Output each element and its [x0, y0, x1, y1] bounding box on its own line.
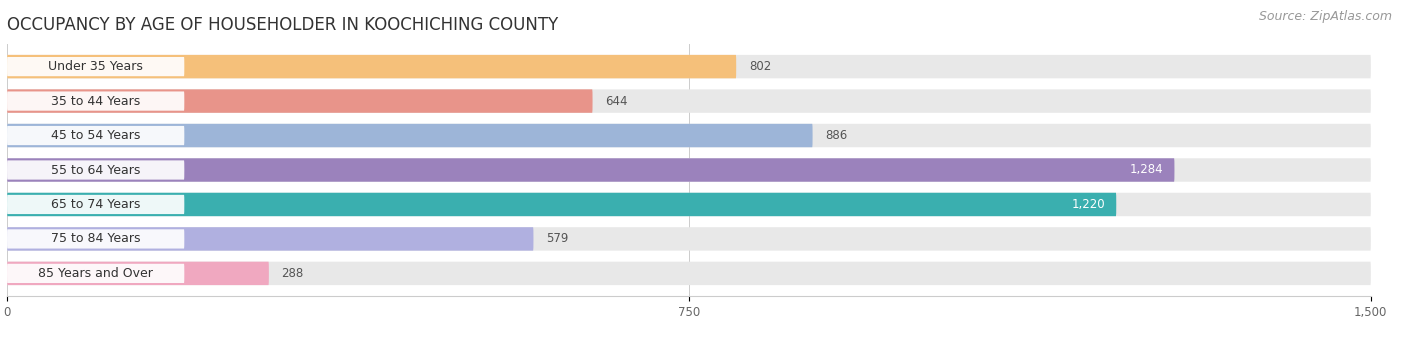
FancyBboxPatch shape: [7, 91, 184, 111]
FancyBboxPatch shape: [7, 124, 813, 147]
Text: 65 to 74 Years: 65 to 74 Years: [51, 198, 141, 211]
Text: 886: 886: [825, 129, 848, 142]
Text: Under 35 Years: Under 35 Years: [48, 60, 143, 73]
FancyBboxPatch shape: [7, 193, 1371, 216]
FancyBboxPatch shape: [7, 264, 184, 283]
Text: OCCUPANCY BY AGE OF HOUSEHOLDER IN KOOCHICHING COUNTY: OCCUPANCY BY AGE OF HOUSEHOLDER IN KOOCH…: [7, 16, 558, 34]
Text: 85 Years and Over: 85 Years and Over: [38, 267, 153, 280]
FancyBboxPatch shape: [7, 229, 184, 249]
FancyBboxPatch shape: [7, 126, 184, 145]
FancyBboxPatch shape: [7, 124, 1371, 147]
Text: 802: 802: [749, 60, 772, 73]
Text: 644: 644: [606, 95, 628, 107]
FancyBboxPatch shape: [7, 158, 1371, 182]
Text: 1,220: 1,220: [1071, 198, 1105, 211]
FancyBboxPatch shape: [7, 89, 592, 113]
Text: 45 to 54 Years: 45 to 54 Years: [51, 129, 141, 142]
Text: 579: 579: [546, 233, 568, 245]
FancyBboxPatch shape: [7, 195, 184, 214]
FancyBboxPatch shape: [7, 160, 184, 180]
FancyBboxPatch shape: [7, 193, 1116, 216]
Text: 75 to 84 Years: 75 to 84 Years: [51, 233, 141, 245]
FancyBboxPatch shape: [7, 158, 1174, 182]
FancyBboxPatch shape: [7, 262, 1371, 285]
Text: 55 to 64 Years: 55 to 64 Years: [51, 164, 141, 176]
FancyBboxPatch shape: [7, 55, 1371, 78]
Text: Source: ZipAtlas.com: Source: ZipAtlas.com: [1258, 10, 1392, 23]
FancyBboxPatch shape: [7, 227, 1371, 251]
FancyBboxPatch shape: [7, 262, 269, 285]
FancyBboxPatch shape: [7, 227, 533, 251]
FancyBboxPatch shape: [7, 89, 1371, 113]
Text: 288: 288: [281, 267, 304, 280]
Text: 1,284: 1,284: [1130, 164, 1164, 176]
Text: 35 to 44 Years: 35 to 44 Years: [51, 95, 141, 107]
FancyBboxPatch shape: [7, 55, 737, 78]
FancyBboxPatch shape: [7, 57, 184, 76]
